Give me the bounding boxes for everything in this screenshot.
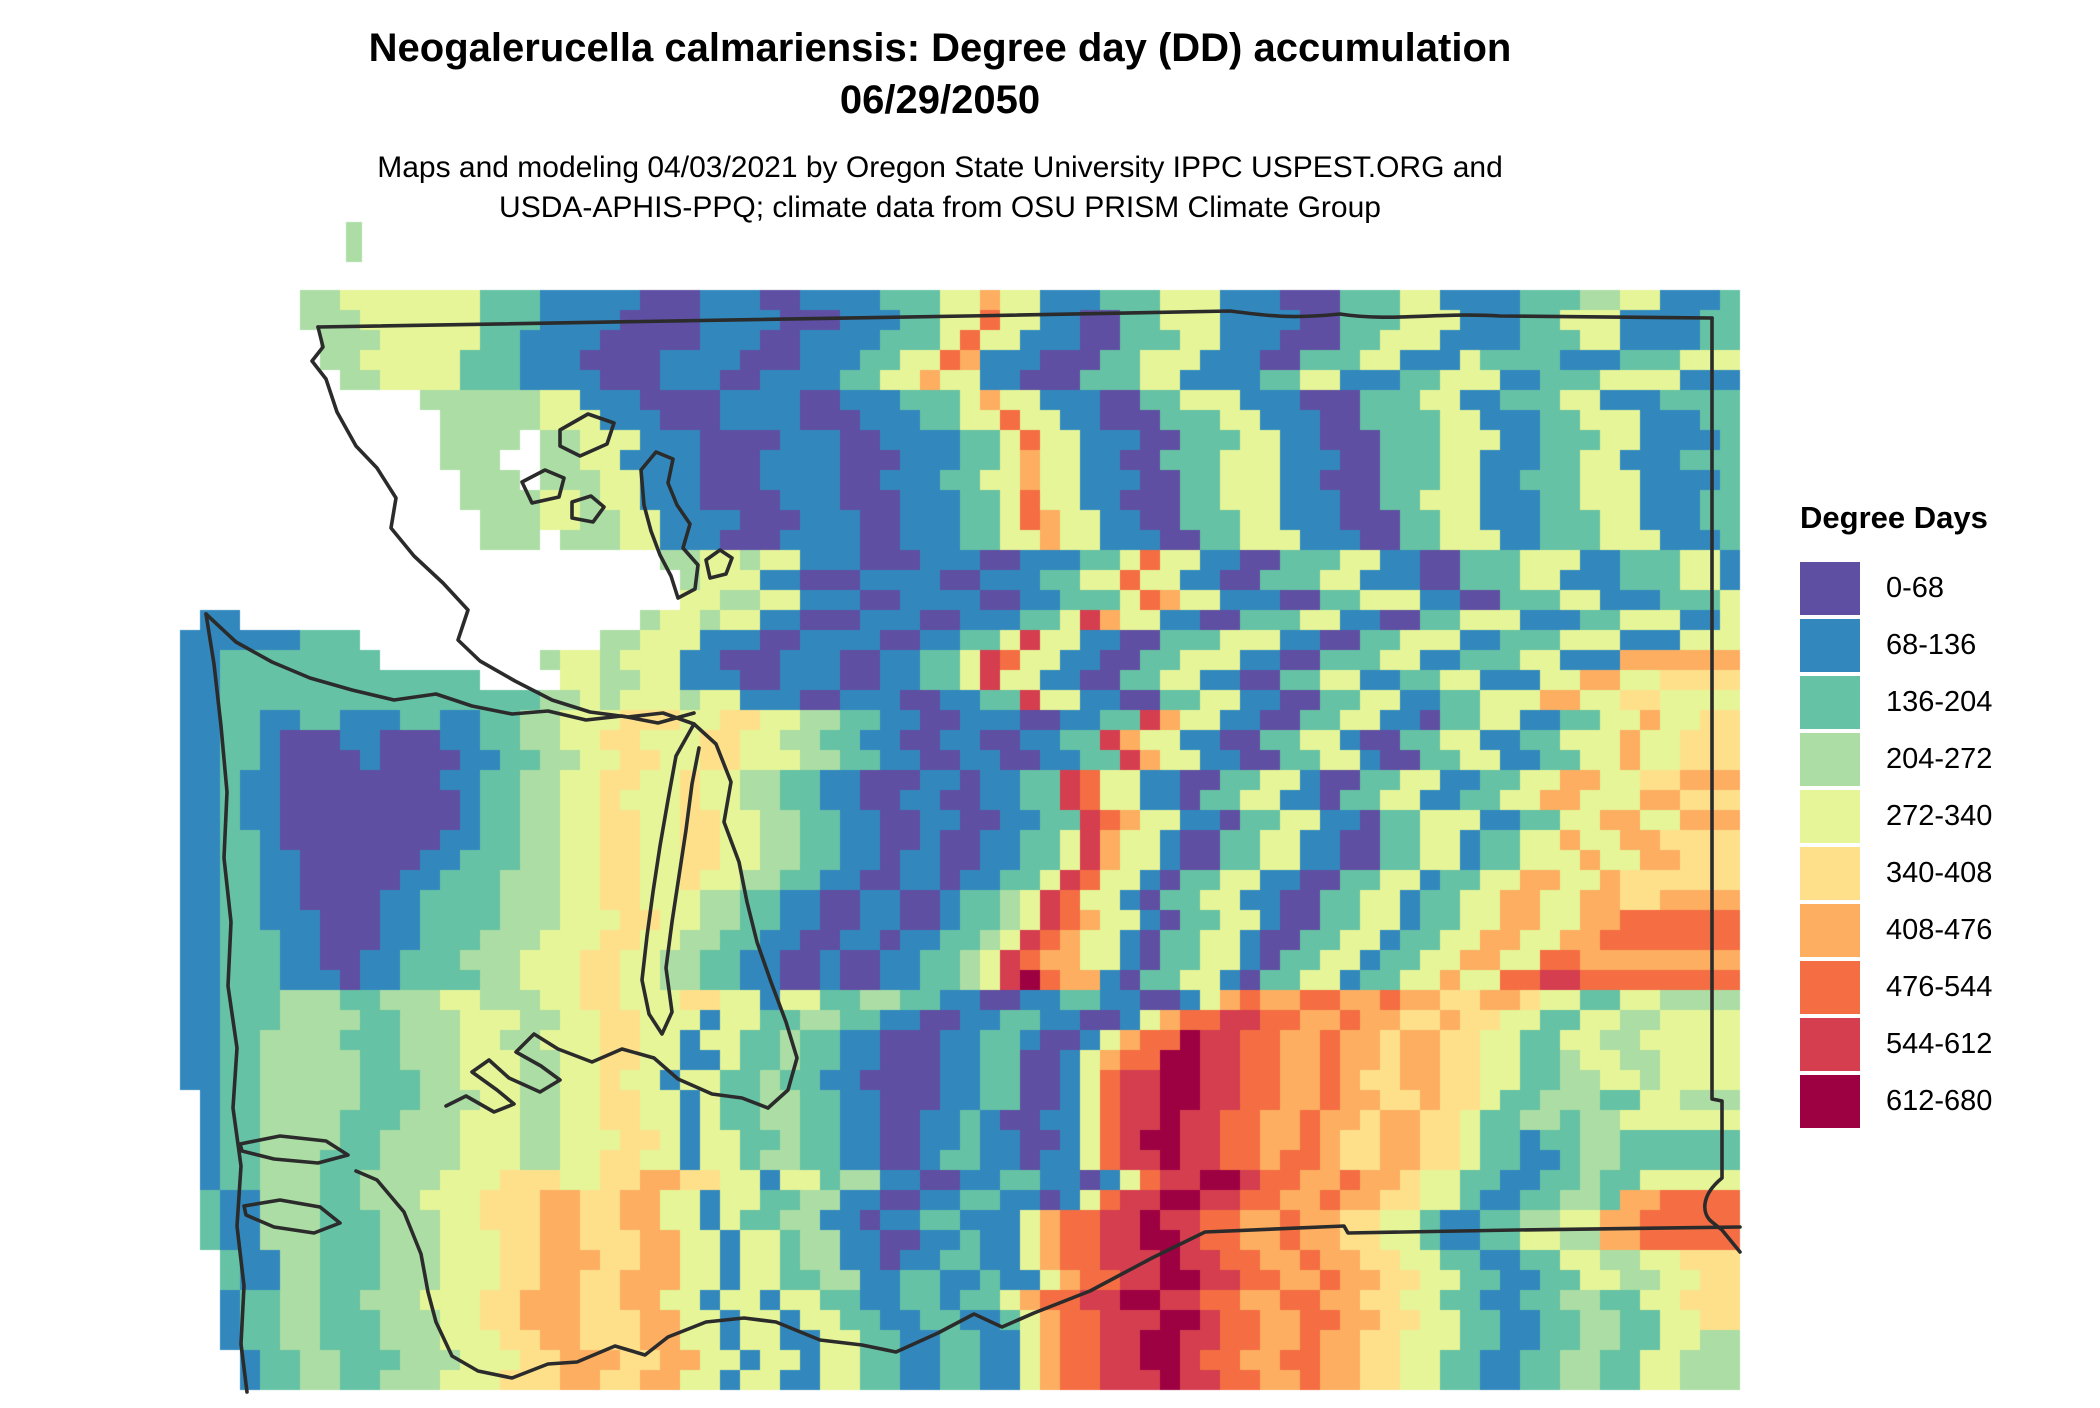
- legend-item: 204-272: [1800, 733, 2100, 786]
- legend-label: 136-204: [1886, 686, 1993, 718]
- page-title-line1: Neogalerucella calmariensis: Degree day …: [368, 26, 1512, 70]
- legend-swatch: [1800, 733, 1860, 786]
- island-whidbey-path: [639, 450, 700, 600]
- island-san-juan-path: [520, 468, 566, 505]
- legend-item: 68-136: [1800, 619, 2100, 672]
- legend-item: 476-544: [1800, 961, 2100, 1014]
- legend-swatch: [1800, 1075, 1860, 1128]
- legend: Degree Days 0-68 68-136 136-204 204-272 272-…: [1800, 500, 2100, 1132]
- legend-swatch: [1800, 562, 1860, 615]
- legend-label: 612-680: [1886, 1085, 1993, 1117]
- legend-item: 612-680: [1800, 1075, 2100, 1128]
- legend-swatch: [1800, 619, 1860, 672]
- legend-label: 0-68: [1886, 572, 1945, 604]
- legend-label: 340-408: [1886, 857, 1993, 889]
- north-border-path: [316, 309, 1714, 329]
- legend-item: 340-408: [1800, 847, 2100, 900]
- legend-label: 204-272: [1886, 743, 1993, 775]
- legend-label: 408-476: [1886, 914, 1993, 946]
- legend-swatch: [1800, 1018, 1860, 1071]
- south-border-columbia-river-path: [354, 1169, 1742, 1380]
- subtitle-block: Maps and modeling 04/03/2021 by Oregon S…: [0, 148, 1880, 228]
- island-lopez-path: [570, 494, 606, 524]
- legend-label: 544-612: [1886, 1028, 1993, 1060]
- strait-south-shore-path: [204, 612, 696, 725]
- coast-west-path: [204, 612, 249, 1394]
- legend-item: 408-476: [1800, 904, 2100, 957]
- island-camano-path: [704, 548, 734, 580]
- subtitle-line1: Maps and modeling 04/03/2021 by Oregon S…: [377, 151, 1503, 184]
- grays-harbor-bay-path: [238, 1134, 350, 1165]
- legend-swatch: [1800, 847, 1860, 900]
- legend-swatch: [1800, 904, 1860, 957]
- legend-title: Degree Days: [1800, 500, 1988, 535]
- island-orcas-path: [558, 412, 616, 458]
- page-title-date: 06/29/2050: [839, 78, 1041, 122]
- legend-swatch: [1800, 676, 1860, 729]
- legend-item: 272-340: [1800, 790, 2100, 843]
- legend-items: 0-68 68-136 136-204 204-272 272-340 340-408 40…: [1800, 562, 2100, 1128]
- header: Neogalerucella calmariensis: Degree day …: [0, 22, 1880, 228]
- north-mainland-coast-path: [310, 325, 799, 1110]
- legend-label: 272-340: [1886, 800, 1993, 832]
- hood-canal-path: [640, 722, 701, 1036]
- legend-item: 544-612: [1800, 1018, 2100, 1071]
- legend-item: 0-68: [1800, 562, 2100, 615]
- legend-swatch: [1800, 961, 1860, 1014]
- legend-item: 136-204: [1800, 676, 2100, 729]
- east-border-path: [1703, 316, 1742, 1254]
- legend-label: 476-544: [1886, 971, 1993, 1003]
- legend-label: 68-136: [1886, 629, 1977, 661]
- subtitle-line2: USDA-APHIS-PPQ; climate data from OSU PR…: [499, 191, 1381, 224]
- willapa-bay-path: [242, 1198, 342, 1235]
- legend-swatch: [1800, 790, 1860, 843]
- south-sound-inlets-path: [444, 1032, 770, 1114]
